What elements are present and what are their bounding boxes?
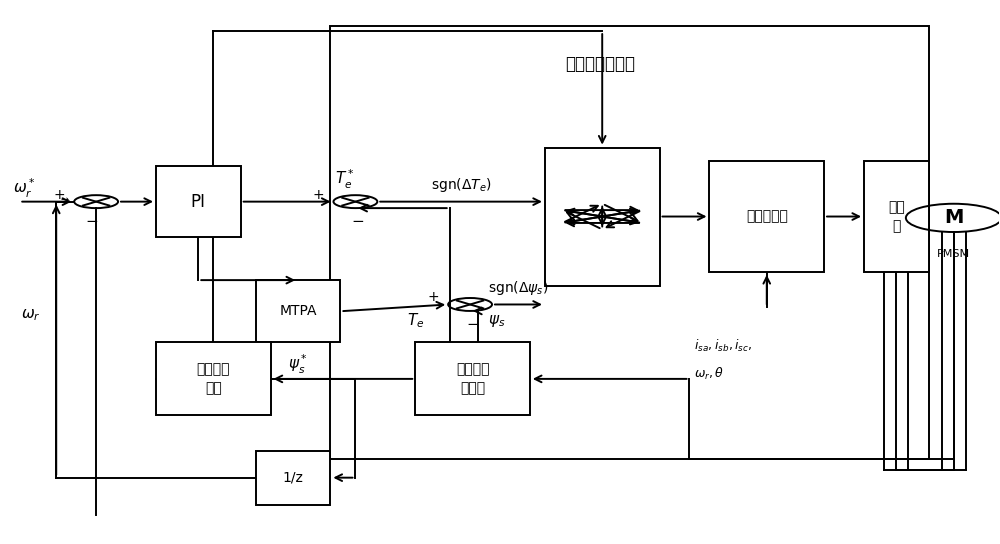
- Text: 磁链、转
矩计算: 磁链、转 矩计算: [456, 362, 489, 395]
- Text: 电压矢量选择表: 电压矢量选择表: [565, 54, 635, 73]
- Text: M: M: [944, 208, 963, 227]
- FancyBboxPatch shape: [709, 161, 824, 272]
- Text: $\omega_r$: $\omega_r$: [21, 307, 41, 323]
- Text: $T_e^*$: $T_e^*$: [335, 168, 355, 190]
- Text: −: −: [466, 317, 479, 332]
- Text: +: +: [53, 188, 65, 201]
- Text: +: +: [427, 290, 439, 304]
- FancyBboxPatch shape: [545, 147, 660, 286]
- Text: $\omega_r^*$: $\omega_r^*$: [13, 176, 36, 200]
- Text: $\rightarrow$: $\rightarrow$: [59, 194, 71, 204]
- Text: −: −: [351, 214, 364, 229]
- Text: PI: PI: [191, 193, 206, 211]
- FancyBboxPatch shape: [156, 342, 271, 416]
- Text: 逆变
器: 逆变 器: [888, 200, 905, 233]
- Text: $\mathrm{sgn}(\Delta\psi_s)$: $\mathrm{sgn}(\Delta\psi_s)$: [488, 279, 549, 297]
- FancyBboxPatch shape: [864, 161, 929, 272]
- Text: $\psi_s$: $\psi_s$: [488, 313, 506, 329]
- Text: 磁链扇区
计算: 磁链扇区 计算: [197, 362, 230, 395]
- Text: $\psi_s^*$: $\psi_s^*$: [288, 353, 308, 375]
- FancyBboxPatch shape: [415, 342, 530, 416]
- Text: +: +: [313, 188, 324, 201]
- Text: PMSM: PMSM: [937, 249, 970, 258]
- Text: 占空比计算: 占空比计算: [746, 209, 788, 224]
- FancyBboxPatch shape: [256, 280, 340, 342]
- Text: $i_{sa},i_{sb},i_{sc},$: $i_{sa},i_{sb},i_{sc},$: [694, 338, 753, 355]
- Text: $\omega_r,\theta$: $\omega_r,\theta$: [694, 366, 725, 381]
- Text: $\mathrm{sgn}(\Delta T_e)$: $\mathrm{sgn}(\Delta T_e)$: [431, 176, 491, 194]
- Text: MTPA: MTPA: [279, 304, 317, 318]
- FancyBboxPatch shape: [156, 166, 241, 237]
- Text: −: −: [85, 214, 98, 229]
- Text: 1/z: 1/z: [283, 471, 304, 485]
- FancyBboxPatch shape: [256, 450, 330, 505]
- Text: $T_e$: $T_e$: [407, 311, 425, 330]
